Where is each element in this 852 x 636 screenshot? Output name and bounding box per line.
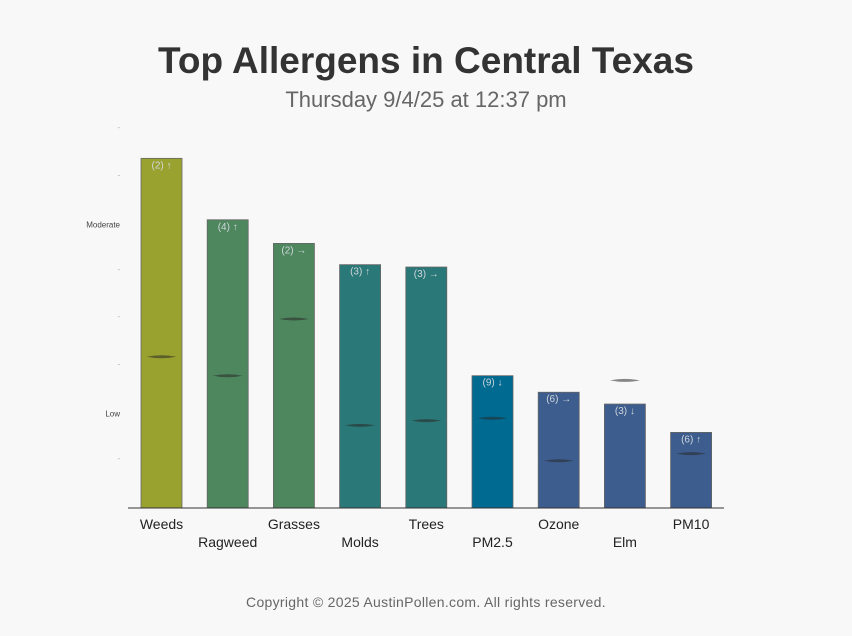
bar-pm25 xyxy=(471,375,514,509)
bar-trees xyxy=(405,266,448,509)
x-tick-label: Ragweed xyxy=(198,534,257,550)
marker-icon xyxy=(543,459,574,463)
bar-molds xyxy=(339,264,382,509)
marker-icon xyxy=(609,378,640,382)
y-tick-label: - xyxy=(118,361,121,368)
bar-data-label: (3) ↓ xyxy=(615,406,635,417)
marker-icon xyxy=(676,452,707,456)
chart-title: Top Allergens in Central Texas xyxy=(158,40,694,81)
chart-subtitle: Thursday 9/4/25 at 12:37 pm xyxy=(285,87,567,112)
bar-data-label: (2) ↑ xyxy=(152,160,172,171)
x-tick-label: Molds xyxy=(341,534,378,550)
bar-data-label: (9) ↓ xyxy=(483,378,503,389)
x-tick-label: Trees xyxy=(409,516,444,532)
y-tick-label: Low xyxy=(105,410,120,419)
marker-icon xyxy=(212,374,243,378)
bar-data-label: (6) ↑ xyxy=(681,434,701,445)
x-tick-label: Weeds xyxy=(140,516,183,532)
bar-data-label: (3) → xyxy=(414,269,439,280)
marker-icon xyxy=(411,419,442,423)
bar-data-label: (3) ↑ xyxy=(350,267,370,278)
x-tick-label: PM2.5 xyxy=(472,534,513,550)
marker-icon xyxy=(477,416,508,420)
x-tick-label: Ozone xyxy=(538,516,579,532)
marker-icon xyxy=(345,423,376,427)
bar-elm xyxy=(604,403,646,509)
x-tick-label: PM10 xyxy=(673,516,710,532)
y-tick-label: - xyxy=(118,267,121,274)
x-tick-label: Elm xyxy=(613,534,637,550)
bar-data-label: (6) → xyxy=(546,394,571,405)
bar-weeds xyxy=(140,157,183,509)
copyright-footer: Copyright © 2025 AustinPollen.com. All r… xyxy=(246,594,606,610)
y-tick-label: Moderate xyxy=(86,221,120,230)
bar-data-label: (2) → xyxy=(281,245,306,256)
bar-ozone xyxy=(537,391,580,509)
bar-ragweed xyxy=(206,219,249,509)
y-tick-label: - xyxy=(118,456,121,463)
bar-data-label: (4) ↑ xyxy=(218,222,238,233)
marker-icon xyxy=(278,317,309,321)
bar-grasses xyxy=(272,242,315,509)
x-tick-label: Grasses xyxy=(268,516,320,532)
y-tick-label: - xyxy=(118,172,121,179)
marker-icon xyxy=(146,355,177,359)
y-tick-label: - xyxy=(118,125,121,132)
y-tick-label: - xyxy=(118,314,121,321)
